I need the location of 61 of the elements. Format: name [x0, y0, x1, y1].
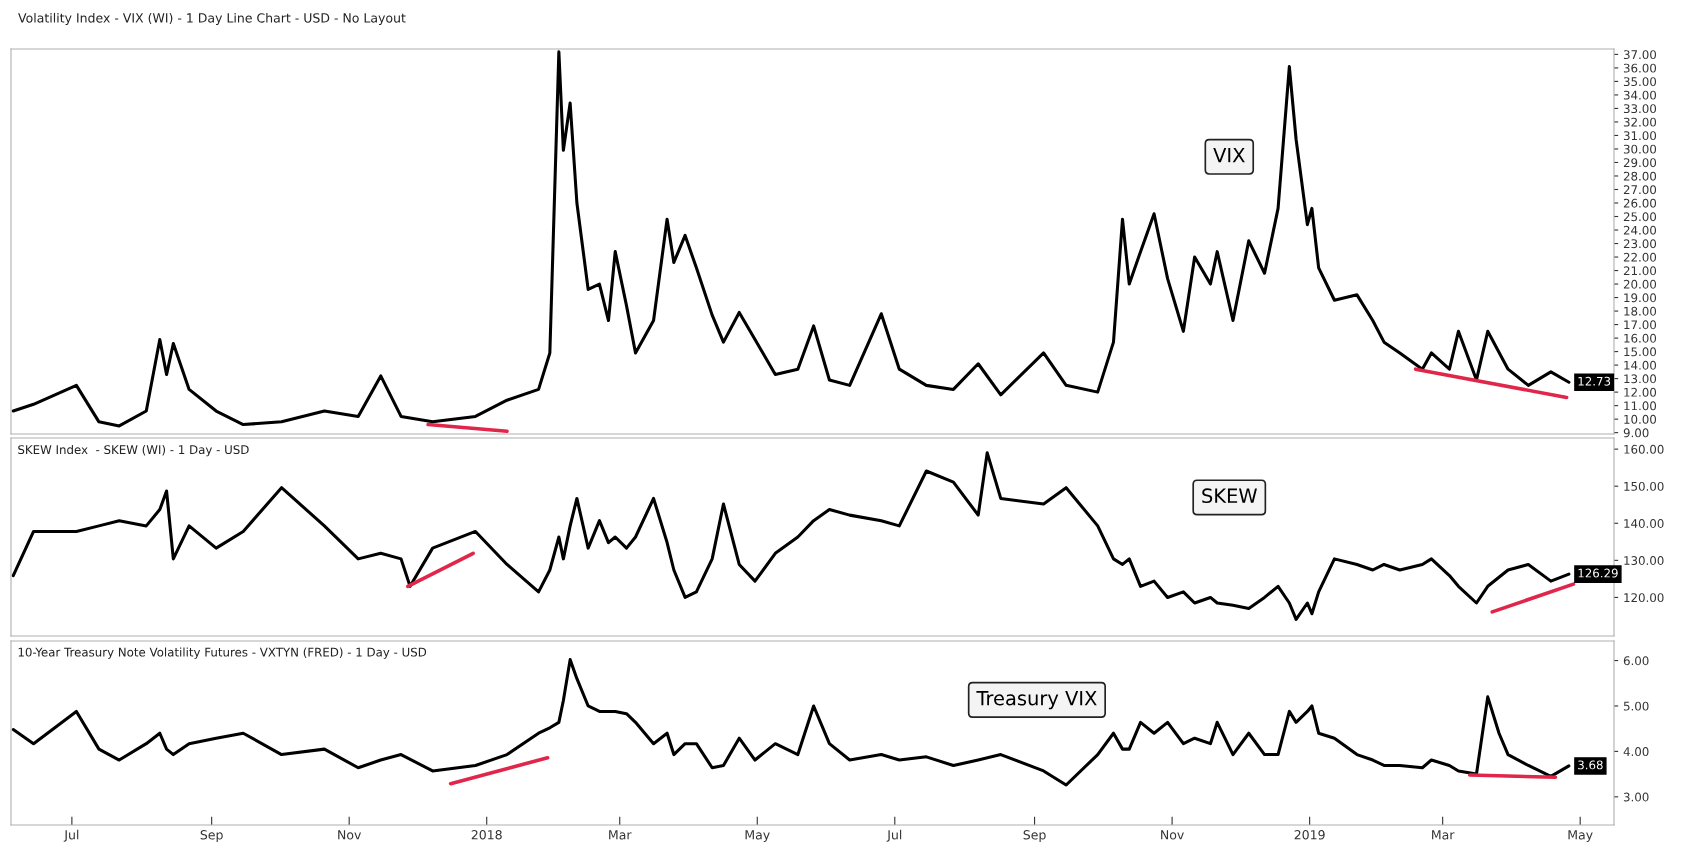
y-tick-label: 24.00: [1623, 225, 1657, 235]
annotation: SKEW: [1202, 488, 1257, 504]
y-tick-label: 25.00: [1623, 212, 1657, 222]
y-tick-label: 11.00: [1624, 401, 1657, 411]
y-tick-label: 37.00: [1623, 50, 1657, 60]
y-tick-label: 17.00: [1624, 320, 1657, 330]
y-tick-label: 21.00: [1623, 266, 1657, 276]
y-tick-label: 30.00: [1623, 144, 1657, 154]
x-tick-label: Sep: [200, 830, 223, 842]
text: SKEW Index - SKEW (WI) - 1 Day - USD: [18, 444, 249, 457]
x-tick-label: Jul: [886, 829, 902, 842]
y-tick-label: 18.00: [1624, 306, 1657, 316]
y-tick-label: 16.00: [1624, 333, 1657, 343]
y-tick-label: 15.00: [1624, 347, 1657, 357]
text: 10-Year Treasury Note Volatility Futures - VXTYN (FRED) - 1 Day - USD: [18, 647, 427, 659]
y-tick-label: 33.00: [1623, 104, 1657, 114]
y-tick-label: 5.00: [1623, 701, 1649, 711]
line-series: [11, 658, 1571, 787]
y-tick-label: 36.00: [1623, 63, 1657, 73]
y-tick-label: 19.00: [1624, 293, 1657, 303]
data-label: 126.29: [1578, 568, 1618, 578]
y-tick-label: 12.00: [1624, 387, 1657, 397]
y-tick-label: 23.00: [1623, 239, 1657, 249]
x-tick-label: Mar: [609, 830, 632, 840]
x-tick-label: 2019: [1294, 830, 1325, 840]
x-tick-label: Nov: [1161, 830, 1184, 840]
y-tick-label: 3.00: [1623, 792, 1649, 802]
x-tick-label: Jul: [63, 829, 79, 842]
y-tick-label: 27.00: [1623, 185, 1657, 195]
x-tick-label: May: [1568, 830, 1593, 842]
y-tick-label: 9.00: [1623, 428, 1649, 438]
y-tick-label: 150.00: [1624, 481, 1664, 491]
x-tick-label: Nov: [338, 830, 362, 840]
y-tick-label: 130.00: [1624, 556, 1664, 566]
data-label: 3.68: [1578, 760, 1603, 770]
x-tick-label: 2018: [471, 830, 502, 840]
line-series: [11, 50, 1571, 428]
data-label: 12.73: [1578, 376, 1611, 386]
y-tick-label: 14.00: [1624, 360, 1657, 370]
annotation: Treasury VIX: [976, 691, 1097, 710]
y-tick-label: 29.00: [1623, 158, 1657, 168]
x-tick-label: Mar: [1432, 830, 1455, 840]
y-tick-label: 22.00: [1623, 252, 1657, 262]
y-tick-label: 10.00: [1624, 414, 1657, 424]
y-tick-label: 28.00: [1623, 171, 1657, 181]
y-tick-label: 31.00: [1623, 131, 1657, 141]
y-tick-label: 6.00: [1623, 656, 1649, 666]
x-tick-label: Sep: [1023, 830, 1046, 842]
y-tick-label: 13.00: [1624, 374, 1657, 384]
annotation: VIX: [1213, 147, 1245, 163]
y-tick-label: 4.00: [1623, 747, 1649, 757]
y-tick-label: 140.00: [1624, 519, 1664, 528]
y-tick-label: 120.00: [1624, 593, 1664, 603]
chart-title: Volatility Index - VIX (WI) - 1 Day Line Chart - USD - No Layout: [18, 12, 406, 26]
y-tick-label: 34.00: [1623, 90, 1657, 100]
y-tick-label: 160.00: [1624, 444, 1664, 454]
y-tick-label: 20.00: [1623, 279, 1657, 289]
x-tick-label: May: [745, 830, 770, 842]
y-tick-label: 26.00: [1623, 198, 1657, 208]
y-tick-label: 35.00: [1623, 77, 1657, 87]
y-tick-label: 32.00: [1623, 117, 1657, 127]
